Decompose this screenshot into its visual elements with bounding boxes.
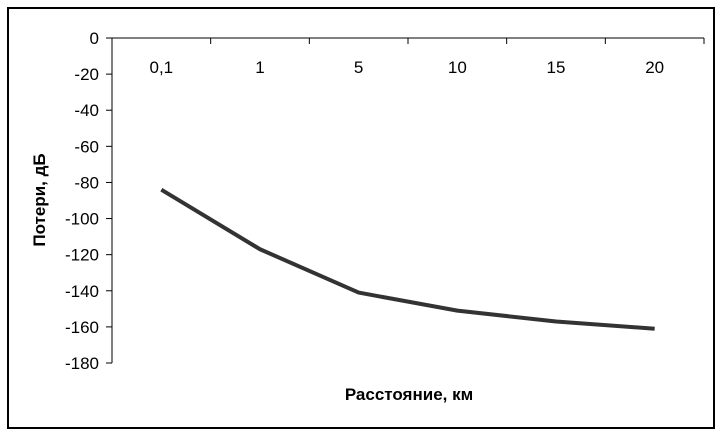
- x-tick-label: 10: [448, 58, 467, 77]
- x-axis-title: Расстояние, км: [345, 385, 473, 404]
- x-tick-label: 15: [547, 58, 566, 77]
- y-tick-label: -100: [65, 210, 99, 229]
- y-tick-label: 0: [90, 29, 99, 48]
- y-tick-label: -80: [74, 173, 99, 192]
- y-tick-label: -20: [74, 65, 99, 84]
- y-tick-label: -140: [65, 282, 99, 301]
- y-tick-label: -60: [74, 137, 99, 156]
- y-tick-label: -40: [74, 101, 99, 120]
- chart-frame: [7, 7, 715, 429]
- y-tick-label: -160: [65, 318, 99, 337]
- x-tick-label: 20: [645, 58, 664, 77]
- y-tick-label: -180: [65, 354, 99, 373]
- y-axis-title: Потери, дБ: [30, 153, 49, 246]
- x-tick-label: 1: [255, 58, 264, 77]
- series-line: [160, 187, 655, 331]
- x-tick-label: 0,1: [150, 58, 174, 77]
- y-tick-label: -120: [65, 246, 99, 265]
- x-tick-label: 5: [354, 58, 363, 77]
